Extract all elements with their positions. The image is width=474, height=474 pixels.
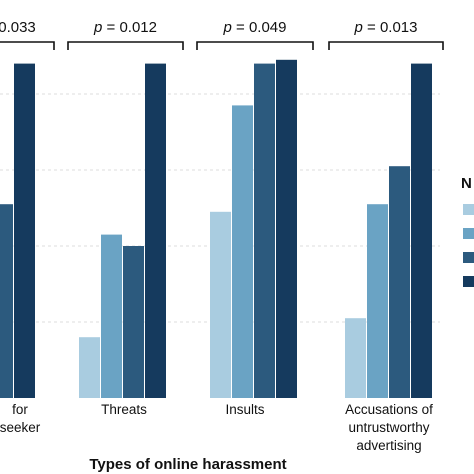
bracket-1 xyxy=(67,41,184,50)
gridlines xyxy=(0,93,440,323)
bar-c3-s2 xyxy=(389,166,410,398)
x-axis-title: Types of online harassment xyxy=(89,456,286,473)
legend-swatch-3 xyxy=(463,276,474,287)
bar-c2-s1 xyxy=(232,105,253,399)
bars xyxy=(0,59,432,399)
bar-c1-s2 xyxy=(123,246,144,398)
x-tick-label-0-1: seeker xyxy=(0,420,41,435)
bar-c2-s3 xyxy=(276,59,297,399)
legend-swatch-2 xyxy=(463,252,474,263)
bar-c3-s0 xyxy=(345,318,366,398)
legend-swatch-1 xyxy=(463,228,474,239)
p-value-label-3: p = 0.013 xyxy=(354,19,418,36)
legend-title: N xyxy=(461,175,472,192)
legend: N xyxy=(461,175,474,287)
x-tick-labels: for seeker Threats Insults Accusations of unt… xyxy=(0,402,433,453)
x-tick-label-1-0: Threats xyxy=(101,402,147,417)
bar-c1-s0 xyxy=(79,337,100,398)
bar-c1-s1 xyxy=(101,234,122,398)
x-tick-label-3-2: advertising xyxy=(356,438,421,453)
x-tick-label-3-0: Accusations of xyxy=(345,402,433,417)
bar-c0-s2 xyxy=(0,204,13,398)
legend-swatch-0 xyxy=(463,204,474,215)
x-tick-label-2-0: Insults xyxy=(225,402,264,417)
bar-c0-s3 xyxy=(14,63,35,398)
bracket-0 xyxy=(0,41,55,50)
x-tick-label-3-1: untrustworthy xyxy=(348,420,429,435)
bracket-2 xyxy=(196,41,314,50)
x-tick-label-0-0: for xyxy=(12,402,28,417)
bar-c1-s3 xyxy=(145,63,166,398)
bar-c3-s3 xyxy=(411,63,432,398)
significance-brackets: 0.033 p = 0.012 p = 0.049 p = 0.013 xyxy=(0,19,444,50)
bar-c3-s1 xyxy=(367,204,388,398)
p-value-label-1: p = 0.012 xyxy=(93,19,157,36)
p-value-label-2: p = 0.049 xyxy=(223,19,287,36)
bar-c2-s2 xyxy=(254,63,275,398)
p-value-label-0: 0.033 xyxy=(0,19,36,36)
bar-c2-s0 xyxy=(210,211,231,398)
bracket-3 xyxy=(328,41,444,50)
